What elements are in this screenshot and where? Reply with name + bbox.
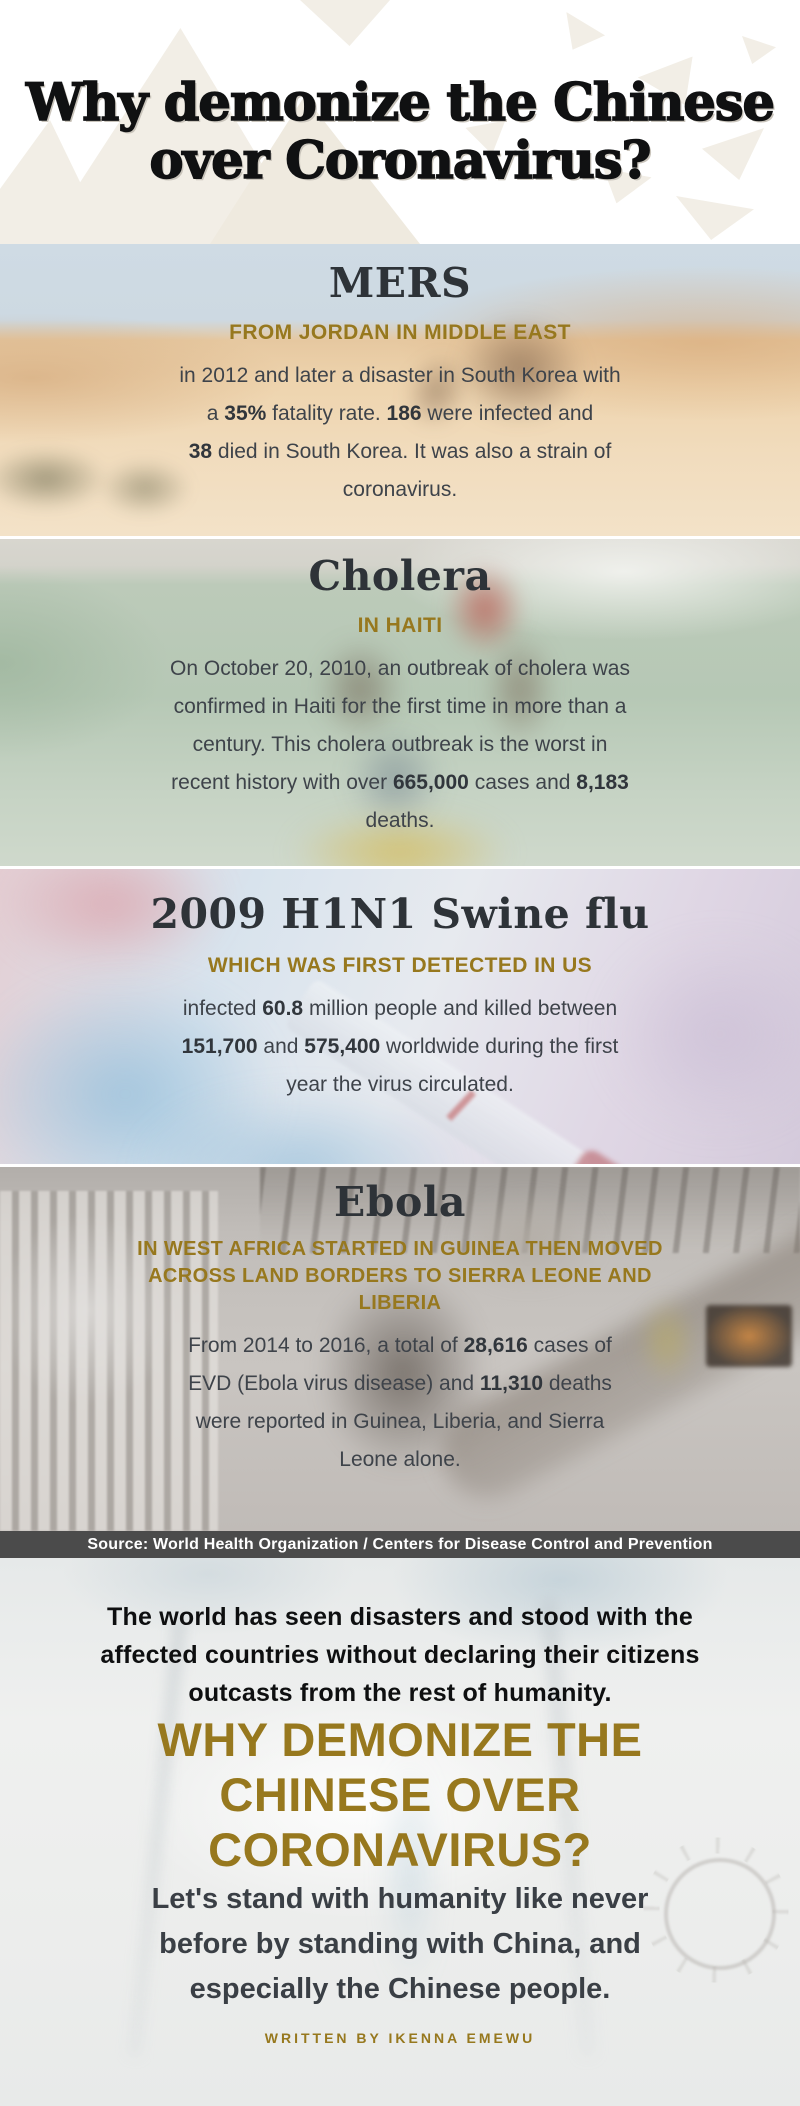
ebola-checkpoint-background xyxy=(0,1167,800,1531)
section-ebola: Ebola IN WEST AFRICA STARTED IN GUINEA T… xyxy=(0,1167,800,1531)
lavender-blur-shape xyxy=(560,899,800,1164)
confetti-shard-decor xyxy=(676,196,754,240)
ebola-body-text: From 2014 to 2016, a total of 28,616 cas… xyxy=(188,1334,612,1471)
h1n1-subheading: WHICH WAS FIRST DETECTED IN US xyxy=(207,954,593,977)
ppe-blue-trim-shape xyxy=(380,1708,440,2038)
section-cholera: Cholera IN HAITI On October 20, 2010, an… xyxy=(0,539,800,866)
sun-sketch-icon xyxy=(664,1858,776,1970)
section-h1n1: 2009 H1N1 Swine flu WHICH WAS FIRST DETE… xyxy=(0,869,800,1164)
header: Why demonize the Chinese over Coronaviru… xyxy=(0,0,800,244)
child-figure-shape xyxy=(300,619,420,759)
ebola-heading: Ebola xyxy=(334,1178,466,1226)
section-divider xyxy=(0,1164,800,1167)
cholera-heading: Cholera xyxy=(308,552,492,600)
hi-vis-vest-shape xyxy=(625,1279,709,1403)
camel-shape xyxy=(430,310,610,480)
source-bar: Source: World Health Organization / Cent… xyxy=(0,1531,800,1558)
section-mers: MERS FROM JORDAN IN MIDDLE EAST in 2012 … xyxy=(0,244,800,536)
mers-subheading: FROM JORDAN IN MIDDLE EAST xyxy=(229,321,571,344)
outro-paragraph-2: Let's stand with humanity like never bef… xyxy=(151,1883,649,2005)
h1n1-heading: 2009 H1N1 Swine flu xyxy=(150,890,650,938)
section-divider xyxy=(0,536,800,539)
cholera-body-text: On October 20, 2010, an outbreak of chol… xyxy=(170,657,630,832)
barred-window-shape xyxy=(0,1191,218,1531)
outro-paragraph-1: The world has seen disasters and stood w… xyxy=(100,1603,700,1707)
mers-desert-background xyxy=(0,244,800,536)
h1n1-lab-background xyxy=(0,869,800,1164)
source-text: Source: World Health Organization / Cent… xyxy=(87,1536,713,1553)
woman-figure-shape xyxy=(470,609,570,769)
thermal-screen-shape xyxy=(706,1305,792,1367)
cholera-subheading: IN HAITI xyxy=(357,614,443,637)
cholera-haiti-background xyxy=(0,539,800,866)
outro-headline: WHY DEMONIZE THE CHINESE OVER CORONAVIRU… xyxy=(157,1713,643,1876)
outro-ppe-background xyxy=(0,1558,800,2106)
section-outro: The world has seen disasters and stood w… xyxy=(0,1558,800,2106)
h1n1-body-text: infected 60.8 million people and killed … xyxy=(181,997,619,1096)
credit-line: WRITTEN BY IKENNA EMEWU xyxy=(264,2030,536,2046)
mers-heading: MERS xyxy=(328,259,472,307)
page-title: Why demonize the Chinese over Coronaviru… xyxy=(25,73,776,191)
mers-body-text: in 2012 and later a disaster in South Ko… xyxy=(179,364,621,501)
section-divider xyxy=(0,866,800,869)
ebola-subheading: IN WEST AFRICA STARTED IN GUINEA THEN MO… xyxy=(137,1238,663,1314)
desert-shrub-shape xyxy=(0,434,200,524)
